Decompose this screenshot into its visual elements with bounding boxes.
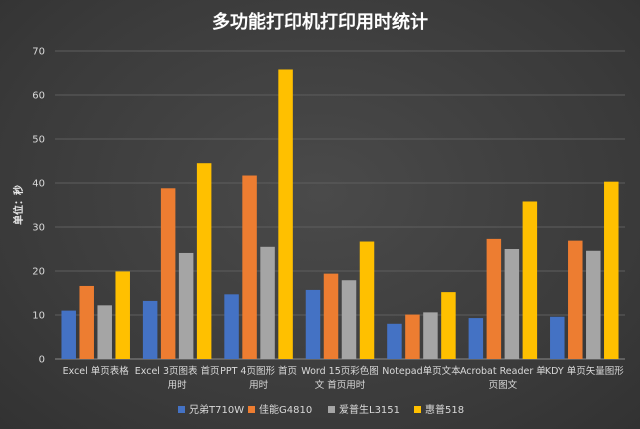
bar	[97, 305, 112, 359]
bar	[278, 69, 293, 359]
bar	[405, 314, 420, 359]
y-tick-label: 40	[32, 179, 45, 190]
x-tick-label: Word 15页彩色图文 首页用时	[301, 365, 379, 391]
bar	[387, 323, 402, 359]
legend-entry: 兄弟T710W	[189, 404, 244, 416]
bar	[504, 249, 520, 359]
bar	[341, 280, 357, 359]
bar	[468, 318, 484, 359]
x-tick-label: Excel 单页表格	[63, 365, 130, 377]
bar	[550, 316, 565, 359]
bar	[568, 240, 583, 359]
bar	[260, 246, 275, 359]
bars	[61, 69, 619, 359]
bar	[441, 292, 456, 359]
y-tick-label: 10	[32, 311, 45, 322]
bar	[522, 201, 538, 359]
bar	[79, 285, 94, 359]
legend-swatch	[414, 406, 421, 413]
x-tick-label: Notepad单页文本	[382, 365, 461, 377]
bar	[359, 241, 375, 359]
bar	[242, 175, 257, 359]
bar	[604, 181, 619, 359]
legend-entry: 爱普生L3151	[339, 403, 400, 416]
legend-entry: 佳能G4810	[259, 403, 312, 416]
bar	[160, 188, 176, 359]
gridlines	[55, 50, 625, 360]
y-tick-label: 50	[32, 135, 45, 146]
x-tick-label: Excel 3页图表 首页用时	[135, 365, 220, 391]
y-tick-label: 60	[32, 91, 45, 102]
legend-swatch	[178, 406, 185, 413]
x-tick-label: PPT 4页图形 首页用时	[220, 365, 297, 391]
bar	[486, 238, 502, 359]
bar	[323, 273, 339, 359]
x-tick-label: Acrobat Reader 单页图文	[460, 365, 546, 391]
x-tick-label: KDY 单页矢量图形	[545, 365, 624, 377]
bar	[305, 289, 321, 359]
y-axis-label: 单位：秒	[12, 185, 25, 225]
bar	[196, 163, 212, 359]
legend-entry: 惠普518	[425, 403, 464, 416]
y-axis-ticks: 0 10 20 30 40 50 60 70	[32, 47, 45, 366]
bar	[61, 310, 76, 359]
legend-swatch	[248, 406, 255, 413]
chart-title: 多功能打印机打印用时统计	[212, 11, 428, 33]
bar	[423, 312, 438, 359]
y-tick-label: 0	[39, 355, 45, 366]
bar	[142, 300, 158, 359]
legend: 兄弟T710W 佳能G4810 爱普生L3151 惠普518	[178, 403, 464, 416]
legend-swatch	[328, 406, 335, 413]
y-tick-label: 30	[32, 223, 45, 234]
bar	[586, 250, 601, 359]
bar	[224, 294, 239, 359]
bar	[115, 271, 130, 359]
y-tick-label: 20	[32, 267, 45, 278]
bar	[178, 252, 194, 359]
y-tick-label: 70	[32, 47, 45, 58]
